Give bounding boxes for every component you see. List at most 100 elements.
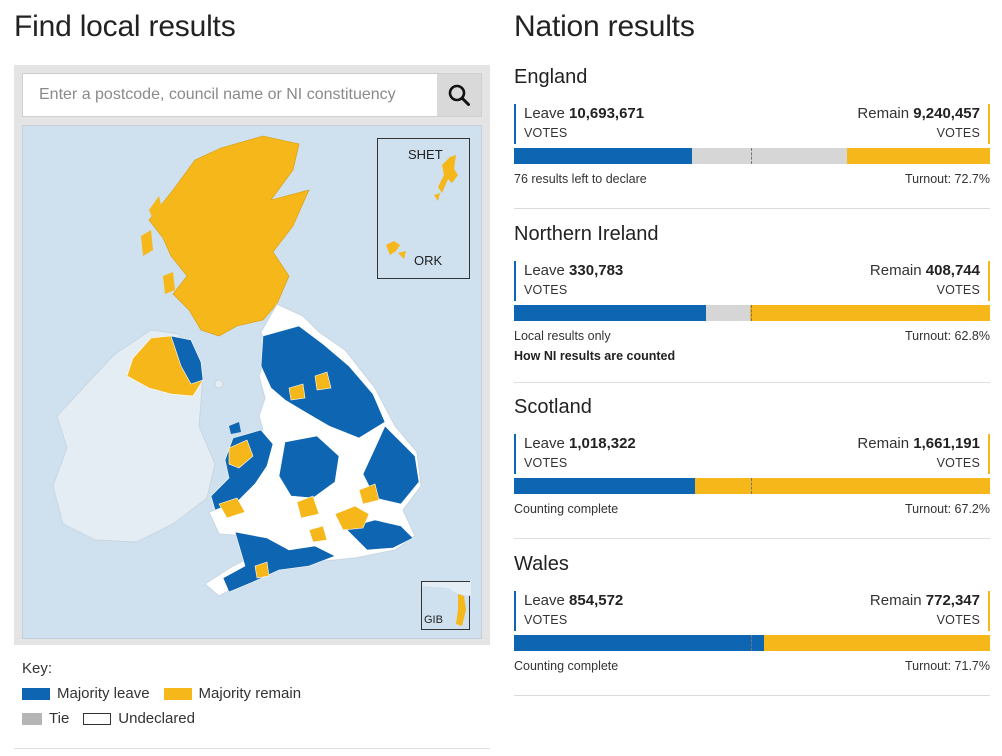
declaration-status: Local results only: [514, 329, 611, 343]
key-label-remain: Majority remain: [198, 685, 302, 702]
england-remain-areas[interactable]: [254, 371, 380, 579]
remain-bar-fill: [763, 635, 990, 651]
declaration-status: Counting complete: [514, 502, 619, 516]
key-item-tie: Tie: [22, 710, 69, 727]
local-results-section: Find local results: [14, 0, 490, 756]
key-label-tie: Tie: [49, 710, 70, 727]
remain-label: Remain: [869, 262, 922, 279]
nation-divider: [514, 208, 990, 209]
uk-map[interactable]: [23, 126, 482, 639]
leave-votes: Leave 330,783 VOTES: [514, 261, 623, 301]
nation-england: England Leave 10,693,671 VOTES Remain 9,…: [514, 66, 990, 192]
scotland-islands[interactable]: [141, 196, 175, 294]
leave-bar-fill: [514, 635, 764, 651]
nation-northern-ireland: Northern Ireland Leave 330,783 VOTES Rem…: [514, 223, 990, 363]
results-map[interactable]: SHET ORK GIB: [22, 125, 482, 639]
england-southwest-leave[interactable]: [222, 531, 336, 593]
nation-divider: [514, 382, 990, 383]
remain-votes: Remain 772,347 VOTES: [870, 591, 990, 631]
remain-label: Remain: [857, 105, 910, 122]
ni-counting-link[interactable]: How NI results are counted: [514, 349, 676, 363]
leave-bar-fill: [514, 478, 695, 494]
key-item-undeclared: Undeclared: [83, 710, 195, 727]
shetland-orkney-inset[interactable]: SHET ORK: [377, 138, 470, 279]
remain-count: 408,744: [925, 262, 980, 279]
remain-count: 9,240,457: [913, 105, 980, 122]
key-title: Key:: [22, 660, 53, 677]
remain-bar-fill: [750, 305, 990, 321]
result-bar: [514, 635, 990, 651]
left-divider: [14, 748, 490, 749]
remain-votes: Remain 1,661,191 VOTES: [857, 434, 990, 474]
nation-divider: [514, 538, 990, 539]
majority-line: [751, 478, 752, 494]
leave-swatch: [22, 687, 50, 700]
nation-divider: [514, 695, 990, 696]
remain-bar-fill: [694, 478, 990, 494]
search-input[interactable]: [23, 74, 437, 116]
wales-remain[interactable]: [218, 439, 254, 519]
key-label-leave: Majority leave: [57, 685, 150, 702]
majority-line: [751, 635, 752, 651]
nation-results-title: Nation results: [514, 10, 695, 43]
leave-votes: Leave 10,693,671 VOTES: [514, 104, 644, 144]
majority-line: [751, 305, 752, 321]
nation-name: Scotland: [514, 396, 592, 418]
leave-votes-label: VOTES: [524, 126, 568, 140]
leave-count: 854,572: [569, 592, 624, 609]
shetland-label: SHET: [408, 147, 443, 162]
leave-count: 10,693,671: [569, 105, 645, 122]
remain-votes-label: VOTES: [936, 283, 980, 297]
leave-bar-fill: [514, 148, 693, 164]
search-box: [22, 73, 482, 117]
remain-label: Remain: [857, 435, 910, 452]
leave-label: Leave: [524, 435, 565, 452]
map-panel: SHET ORK GIB: [14, 65, 490, 645]
remain-votes-label: VOTES: [936, 613, 980, 627]
gibraltar-inset[interactable]: GIB: [421, 581, 471, 630]
leave-votes: Leave 1,018,322 VOTES: [514, 434, 636, 474]
leave-votes-label: VOTES: [524, 613, 568, 627]
turnout: Turnout: 72.7%: [904, 172, 990, 186]
result-bar: [514, 305, 990, 321]
turnout: Turnout: 62.8%: [904, 329, 990, 343]
key-item-remain: Majority remain: [163, 685, 302, 702]
majority-line: [751, 148, 752, 164]
remain-votes-label: VOTES: [936, 126, 980, 140]
england-east-leave[interactable]: [362, 425, 420, 505]
london-remain[interactable]: [334, 505, 370, 531]
remain-votes-label: VOTES: [936, 456, 980, 470]
leave-votes: Leave 854,572 VOTES: [514, 591, 623, 631]
nation-wales: Wales Leave 854,572 VOTES Remain 772,347…: [514, 553, 990, 679]
nation-name: Wales: [514, 553, 569, 575]
search-button[interactable]: [437, 74, 481, 116]
england-midlands-leave[interactable]: [278, 435, 340, 499]
gibraltar-landmass: [422, 582, 471, 626]
ni-leave-area[interactable]: [170, 335, 204, 385]
remain-votes: Remain 408,744 VOTES: [870, 261, 990, 301]
key-item-leave: Majority leave: [22, 685, 150, 702]
nation-name: Northern Ireland: [514, 223, 659, 245]
leave-votes-label: VOTES: [524, 456, 568, 470]
scotland-region[interactable]: [148, 135, 310, 337]
remain-votes: Remain 9,240,457 VOTES: [857, 104, 990, 144]
remain-label: Remain: [869, 592, 922, 609]
declaration-status: 76 results left to declare: [514, 172, 647, 186]
leave-bar-fill: [514, 305, 706, 321]
remain-count: 1,661,191: [913, 435, 980, 452]
result-bar: [514, 148, 990, 164]
remain-bar-fill: [847, 148, 990, 164]
nation-scotland: Scotland Leave 1,018,322 VOTES Remain 1,…: [514, 396, 990, 522]
remain-count: 772,347: [925, 592, 980, 609]
gibraltar-label: GIB: [424, 614, 443, 626]
anglesey-region[interactable]: [229, 422, 241, 434]
result-bar: [514, 478, 990, 494]
leave-label: Leave: [524, 105, 565, 122]
shetland-islands: [434, 155, 458, 201]
leave-count: 330,783: [569, 262, 624, 279]
leave-label: Leave: [524, 592, 565, 609]
leave-votes-label: VOTES: [524, 283, 568, 297]
turnout: Turnout: 71.7%: [904, 659, 990, 673]
key-label-undeclared: Undeclared: [118, 710, 195, 727]
turnout: Turnout: 67.2%: [904, 502, 990, 516]
